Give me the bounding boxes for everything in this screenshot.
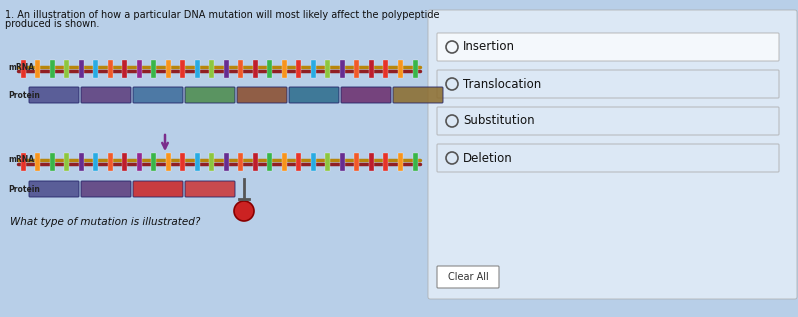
Bar [64, 153, 69, 171]
FancyBboxPatch shape [437, 33, 779, 61]
Bar [282, 153, 286, 171]
Bar [239, 153, 243, 171]
Bar [223, 60, 229, 78]
FancyBboxPatch shape [29, 87, 79, 103]
FancyBboxPatch shape [393, 87, 443, 103]
Bar [354, 60, 359, 78]
Bar [311, 153, 316, 171]
Bar [340, 60, 345, 78]
Bar [267, 153, 272, 171]
FancyBboxPatch shape [29, 181, 79, 197]
Bar [384, 60, 389, 78]
FancyBboxPatch shape [437, 144, 779, 172]
Bar [136, 153, 142, 171]
Text: Protein: Protein [8, 90, 40, 100]
Text: mRNA: mRNA [8, 156, 34, 165]
Bar [413, 153, 417, 171]
Bar [93, 153, 98, 171]
Bar [180, 153, 185, 171]
Bar [253, 153, 258, 171]
Bar [64, 60, 69, 78]
Bar [93, 60, 98, 78]
FancyBboxPatch shape [437, 266, 499, 288]
Bar [21, 153, 26, 171]
Bar [326, 60, 330, 78]
Bar [223, 153, 229, 171]
Bar [326, 153, 330, 171]
Bar [195, 153, 200, 171]
FancyBboxPatch shape [185, 87, 235, 103]
Bar [398, 60, 403, 78]
Bar [369, 153, 374, 171]
Bar [239, 60, 243, 78]
Bar [122, 60, 127, 78]
Circle shape [234, 201, 254, 221]
Bar [296, 153, 302, 171]
Bar [311, 60, 316, 78]
Text: Clear All: Clear All [448, 272, 488, 282]
Bar [122, 153, 127, 171]
Text: produced is shown.: produced is shown. [5, 19, 100, 29]
Bar [369, 60, 374, 78]
Bar [180, 60, 185, 78]
Bar [413, 60, 417, 78]
Bar [166, 60, 171, 78]
FancyBboxPatch shape [133, 87, 183, 103]
Bar [49, 60, 54, 78]
Bar [151, 60, 156, 78]
Bar [209, 60, 214, 78]
FancyBboxPatch shape [185, 181, 235, 197]
Bar [253, 60, 258, 78]
Text: Deletion: Deletion [463, 152, 513, 165]
Bar [78, 153, 84, 171]
Bar [398, 153, 403, 171]
Bar [282, 60, 286, 78]
Text: What type of mutation is illustrated?: What type of mutation is illustrated? [10, 217, 200, 227]
Text: 1. An illustration of how a particular DNA mutation will most likely affect the : 1. An illustration of how a particular D… [5, 10, 440, 20]
Bar [354, 153, 359, 171]
Text: Insertion: Insertion [463, 41, 515, 54]
FancyBboxPatch shape [437, 107, 779, 135]
Bar [136, 60, 142, 78]
Bar [166, 153, 171, 171]
Text: Translocation: Translocation [463, 77, 541, 90]
Bar [209, 153, 214, 171]
FancyBboxPatch shape [81, 181, 131, 197]
FancyBboxPatch shape [133, 181, 183, 197]
Bar [35, 153, 40, 171]
Bar [78, 60, 84, 78]
FancyBboxPatch shape [237, 87, 287, 103]
Text: Protein: Protein [8, 184, 40, 193]
Bar [35, 60, 40, 78]
Bar [296, 60, 302, 78]
Bar [49, 153, 54, 171]
Bar [21, 60, 26, 78]
Bar [108, 153, 113, 171]
Bar [195, 60, 200, 78]
Bar [108, 60, 113, 78]
Text: Substitution: Substitution [463, 114, 535, 127]
FancyBboxPatch shape [289, 87, 339, 103]
Bar [267, 60, 272, 78]
Text: mRNA: mRNA [8, 62, 34, 72]
Bar [151, 153, 156, 171]
FancyBboxPatch shape [437, 70, 779, 98]
Bar [384, 153, 389, 171]
FancyBboxPatch shape [428, 10, 797, 299]
FancyBboxPatch shape [341, 87, 391, 103]
Bar [340, 153, 345, 171]
FancyBboxPatch shape [81, 87, 131, 103]
